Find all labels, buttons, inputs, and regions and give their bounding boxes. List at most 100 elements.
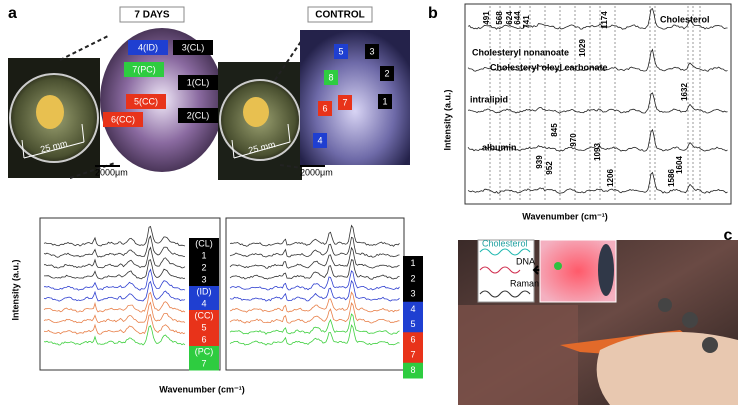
spectrum: [43, 225, 186, 247]
series-label: Cholesteryl oleyl carbonate: [490, 62, 608, 72]
spectrum: [229, 291, 400, 313]
region-label: 8: [328, 72, 333, 82]
scale-bar: [300, 165, 325, 167]
legend-box: [403, 317, 423, 333]
peak-label: 1093: [593, 143, 602, 161]
peak-label: 624: [505, 11, 514, 25]
legend-box: [189, 346, 219, 359]
legend-label: 1: [410, 258, 415, 268]
spectrum: [229, 301, 400, 324]
molecule: [554, 262, 562, 270]
inset-label: DNA: [516, 256, 535, 266]
peak-label: 491: [482, 11, 491, 25]
legend-box: [189, 322, 219, 335]
region-box: [365, 44, 379, 59]
series-label: intralipid: [470, 94, 508, 104]
legend-box: [403, 256, 423, 272]
region-box: [103, 112, 143, 127]
legend-box: [189, 262, 219, 275]
legend-box: [189, 274, 219, 287]
legend-box: [189, 358, 219, 371]
region-box: [124, 62, 164, 77]
peak-label: 644: [513, 11, 522, 25]
inset-spectrum: [479, 266, 521, 274]
region-label: 5: [338, 46, 343, 56]
marker: [702, 337, 718, 353]
spectrum: [43, 325, 186, 346]
inset-spectrum: [479, 290, 531, 298]
region-box: [178, 108, 218, 123]
y-axis-label: Intensity (a.u.): [442, 89, 452, 150]
region-box: [334, 44, 348, 59]
day-title: 7 DAYS: [134, 10, 170, 21]
region-label: 2(CL): [187, 110, 210, 120]
region-box: [324, 70, 338, 85]
legend-label: 2: [201, 262, 206, 272]
control-title: CONTROL: [315, 10, 364, 21]
zoom-line: [59, 34, 116, 179]
peak-label: 741: [522, 15, 531, 29]
panel-letter: b: [428, 5, 438, 22]
legend-box: [403, 286, 423, 303]
region-box: [126, 94, 166, 109]
spectrum: [467, 48, 728, 72]
legend-box: [189, 286, 219, 299]
region-label: 1(CL): [187, 77, 210, 87]
peak-label: 568: [495, 11, 504, 25]
region-box: [380, 66, 394, 81]
spectrum: [43, 235, 185, 258]
panel-letter: a: [8, 5, 17, 22]
title-box: [307, 6, 373, 23]
legend-box: [403, 301, 423, 318]
legend-label: 4: [410, 304, 415, 314]
lens: [598, 244, 614, 296]
spectrum: [467, 171, 728, 194]
region-box: [313, 133, 327, 148]
region-label: 1: [382, 96, 387, 106]
legend-box: [403, 271, 423, 287]
region-label: 2: [384, 68, 389, 78]
spectrum: [43, 291, 186, 313]
legend-label: (PC): [195, 346, 214, 356]
region-box: [338, 95, 352, 110]
marker: [658, 298, 672, 312]
legend-label: 7: [201, 358, 206, 368]
region-label: 5(CC): [134, 96, 158, 106]
spectrum: [43, 280, 186, 302]
region-label: 3(CL): [182, 42, 205, 52]
spectrum: [44, 268, 186, 291]
legend-box: [403, 347, 423, 364]
spectrum: [467, 92, 728, 114]
peak-label: 1174: [600, 11, 609, 29]
spectrum: [229, 324, 400, 346]
peak-label: 1604: [675, 156, 684, 174]
peak-label: 1632: [680, 83, 689, 101]
legend-box: [189, 334, 219, 347]
scale-bracket: [21, 123, 85, 159]
spectrum: [229, 313, 400, 335]
legend-label: 7: [410, 350, 415, 360]
legend-label: 2: [410, 273, 415, 283]
spectra-box: [464, 3, 732, 205]
y-axis-label: Intensity (a.u.): [10, 259, 20, 320]
marker: [682, 312, 698, 328]
inset-label: Cholesterol: [482, 238, 528, 248]
legend-label: 1: [201, 250, 206, 260]
scale-bar: [95, 165, 120, 167]
peak-label: 952: [545, 161, 554, 175]
region-label: 6: [322, 103, 327, 113]
brain-sample: [36, 95, 64, 129]
region-box: [173, 40, 213, 55]
image-scale: 2000μm: [300, 167, 333, 177]
region-box: [178, 75, 218, 90]
legend-box: [189, 238, 219, 251]
legend-box: [189, 250, 219, 263]
region-label: 4(ID): [138, 42, 158, 52]
spectrum: [43, 246, 186, 269]
x-axis-label: Wavenumber (cm⁻¹): [522, 211, 607, 221]
peak-label: 1206: [606, 169, 615, 187]
spectrum: [43, 314, 186, 335]
legend-label: 5: [410, 319, 415, 329]
image-scale: 2000μm: [95, 167, 128, 177]
